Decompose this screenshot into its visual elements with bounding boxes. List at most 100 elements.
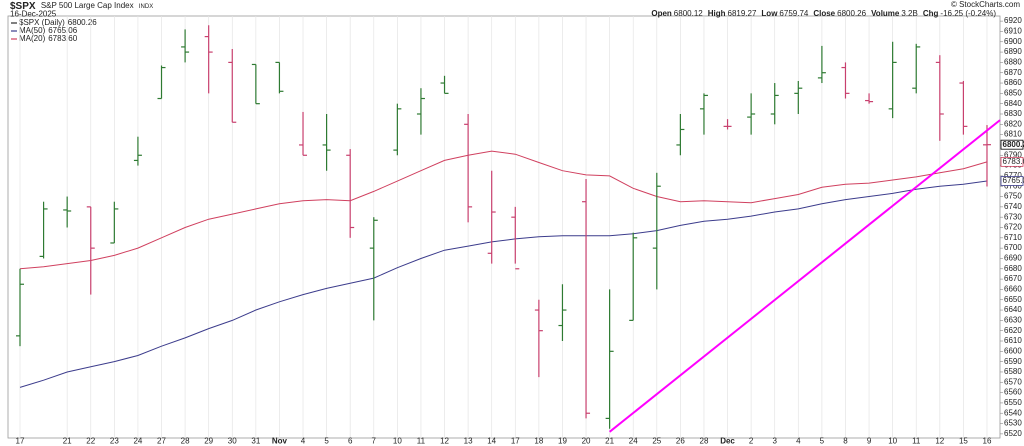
quote-value: -16.25 (-0.24%) bbox=[940, 9, 996, 18]
legend-value: 6765.06 bbox=[48, 26, 77, 35]
y-tick-label: 6670 bbox=[1004, 274, 1022, 283]
value-box bbox=[1000, 156, 1024, 167]
quote-value: 6759.74 bbox=[779, 9, 808, 18]
quote-label: High bbox=[708, 9, 726, 18]
y-tick-label: 6840 bbox=[1004, 99, 1022, 108]
x-tick-label: 4 bbox=[301, 437, 306, 446]
x-tick-label: 27 bbox=[157, 437, 166, 446]
y-tick-label: 6900 bbox=[1004, 37, 1022, 46]
ma-line bbox=[19, 150, 988, 270]
y-tick-label: 6700 bbox=[1004, 243, 1022, 252]
y-tick-label: 6630 bbox=[1004, 315, 1022, 324]
legend-name: MA(20) bbox=[19, 34, 46, 43]
quote: Open 6800.12 High 6819.27 Low 6759.74 Close 680… bbox=[651, 9, 996, 18]
ma-line bbox=[19, 180, 988, 388]
x-tick-label: 16 bbox=[983, 437, 992, 446]
quote-label: Open bbox=[651, 9, 672, 18]
x-tick-label: 11 bbox=[417, 437, 426, 446]
y-tick-label: 6620 bbox=[1004, 326, 1022, 335]
x-tick-label: 2 bbox=[749, 437, 754, 446]
x-tick-label: Nov bbox=[272, 437, 288, 446]
x-tick-label: 13 bbox=[464, 437, 473, 446]
y-tick-label: 6880 bbox=[1004, 58, 1022, 67]
y-tick-label: 6590 bbox=[1004, 357, 1022, 366]
plot-frame bbox=[7, 15, 1001, 439]
x-tick-label: 20 bbox=[582, 437, 591, 446]
y-tick-label: 6610 bbox=[1004, 336, 1022, 345]
x-tick-label: 24 bbox=[629, 437, 638, 446]
y-tick-label: 6550 bbox=[1004, 398, 1022, 407]
x-tick-label: Dec bbox=[720, 437, 735, 446]
x-tick-label: 10 bbox=[888, 437, 897, 446]
value-box-label: 6783.60 bbox=[1003, 157, 1024, 166]
y-tick-label: 6910 bbox=[1004, 27, 1022, 36]
legend-name: MA(50) bbox=[19, 26, 46, 35]
y-tick-label: 6870 bbox=[1004, 68, 1022, 77]
y-tick-label: 6640 bbox=[1004, 305, 1022, 314]
x-tick-label: 28 bbox=[700, 437, 709, 446]
x-tick-label: 8 bbox=[843, 437, 848, 446]
x-tick-label: 6 bbox=[348, 437, 353, 446]
x-tick-label: 3 bbox=[772, 437, 777, 446]
x-tick-label: 21 bbox=[605, 437, 614, 446]
y-tick-label: 6540 bbox=[1004, 408, 1022, 417]
y-tick-label: 6730 bbox=[1004, 212, 1022, 221]
x-tick-label: 4 bbox=[796, 437, 801, 446]
y-tick-label: 6790 bbox=[1004, 150, 1022, 159]
y-tick-label: 6600 bbox=[1004, 346, 1022, 355]
x-tick-label: 31 bbox=[251, 437, 260, 446]
y-tick-label: 6890 bbox=[1004, 47, 1022, 56]
value-box bbox=[1000, 176, 1024, 186]
symbol: $SPX bbox=[10, 1, 36, 12]
x-tick-label: 9 bbox=[867, 437, 872, 446]
x-tick-label: 25 bbox=[652, 437, 661, 446]
x-tick-label: 18 bbox=[534, 437, 543, 446]
x-tick-label: 15 bbox=[959, 437, 968, 446]
x-tick-label: 22 bbox=[86, 437, 95, 446]
x-tick-label: 23 bbox=[110, 437, 119, 446]
x-tick-label: 11 bbox=[912, 437, 921, 446]
y-tick-label: 6580 bbox=[1004, 367, 1022, 376]
y-tick-label: 6650 bbox=[1004, 295, 1022, 304]
quote-label: Close bbox=[813, 9, 835, 18]
y-tick-label: 6560 bbox=[1004, 388, 1022, 397]
y-tick-label: 6810 bbox=[1004, 130, 1022, 139]
y-tick-label: 6530 bbox=[1004, 419, 1022, 428]
y-tick-label: 6770 bbox=[1004, 171, 1022, 180]
x-tick-label: 5 bbox=[820, 437, 825, 446]
x-tick-label: 10 bbox=[393, 437, 402, 446]
x-tick-label: 7 bbox=[372, 437, 377, 446]
legend-entry: $SPX (Daily) 6800.26 bbox=[19, 18, 97, 27]
quote-value: 3.2B bbox=[901, 9, 917, 18]
y-tick-label: 6680 bbox=[1004, 264, 1022, 273]
header-line: $SPX S&P 500 Large Cap Index INDX bbox=[10, 1, 153, 12]
y-tick-label: 6720 bbox=[1004, 223, 1022, 232]
x-tick-label: 24 bbox=[133, 437, 142, 446]
index-name: S&P 500 Large Cap Index bbox=[41, 1, 134, 10]
legend-entry: MA(20) 6783.60 bbox=[19, 34, 78, 43]
legend-value: 6800.26 bbox=[68, 18, 97, 27]
legend-value: 6783.60 bbox=[48, 34, 77, 43]
y-tick-label: 6520 bbox=[1004, 429, 1022, 438]
x-tick-label: 17 bbox=[511, 437, 520, 446]
x-tick-label: 17 bbox=[16, 437, 25, 446]
x-tick-label: 29 bbox=[204, 437, 213, 446]
y-tick-label: 6570 bbox=[1004, 377, 1022, 386]
quote-label: Low bbox=[761, 9, 778, 18]
date: 16-Dec-2025 bbox=[10, 10, 57, 19]
y-tick-label: 6690 bbox=[1004, 254, 1022, 263]
value-box bbox=[1000, 139, 1024, 150]
x-tick-label: 21 bbox=[63, 437, 72, 446]
copyright: © StockCharts.com bbox=[951, 0, 1020, 9]
quote-value: 6819.27 bbox=[728, 9, 757, 18]
value-box-label: 6765.06 bbox=[1003, 176, 1024, 185]
trendline bbox=[609, 119, 1001, 433]
y-tick-label: 6660 bbox=[1004, 285, 1022, 294]
y-tick-label: 6750 bbox=[1004, 192, 1022, 201]
x-tick-label: 26 bbox=[676, 437, 685, 446]
y-tick-label: 6920 bbox=[1004, 16, 1022, 25]
x-tick-label: 5 bbox=[324, 437, 329, 446]
y-tick-label: 6820 bbox=[1004, 119, 1022, 128]
